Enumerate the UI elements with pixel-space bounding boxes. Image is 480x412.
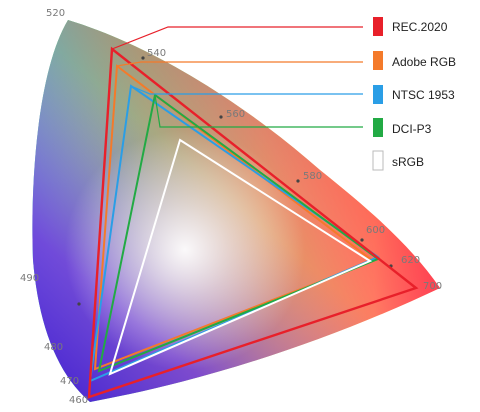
wavelength-labels: 520 540 560 580 600 620 700 490 480 470 … [20,8,442,406]
wl-label-520: 520 [46,8,65,19]
ntsc-1953-triangle [88,84,381,383]
legend-item-dci-p3: DCI-P3 [373,118,432,137]
wl-label-540: 540 [147,48,166,59]
wl-label-700: 700 [423,281,442,292]
wl-label-620: 620 [401,255,420,266]
gamut-triangles [87,46,419,399]
adobe-rgb-triangle [93,64,376,371]
dci-p3-leader-line [154,94,363,128]
wl-label-460: 460 [69,395,88,406]
legend-label-rec2020: REC.2020 [392,20,448,34]
legend-item-srgb: sRGB [372,150,424,171]
legend-label-adobe-rgb: Adobe RGB [392,55,456,69]
legend-item-rec2020: REC.2020 [373,17,448,36]
legend-item-adobe-rgb: Adobe RGB [373,51,456,70]
wavelength-ticks [77,56,393,306]
rec2020-leader-line [111,26,363,50]
wl-label-490: 490 [20,273,39,284]
wl-label-600: 600 [366,225,385,236]
ntsc-1953-swatch [373,85,383,104]
ntsc-1953-leader-line [130,85,363,95]
legend-item-ntsc-1953: NTSC 1953 [373,85,455,104]
wl-label-470: 470 [60,376,79,387]
legend-label-ntsc-1953: NTSC 1953 [392,88,455,102]
wl-label-560: 560 [226,109,245,120]
rec2020-triangle [87,46,419,399]
srgb-swatch [372,150,384,171]
legend-label-srgb: sRGB [392,155,424,169]
rec2020-swatch [373,17,383,36]
legend-leaders [111,26,363,128]
adobe-rgb-leader-line [116,61,363,67]
srgb-triangle [108,138,373,376]
dci-p3-triangle [97,93,381,373]
legend-label-dci-p3: DCI-P3 [392,122,432,136]
dci-p3-swatch [373,118,383,137]
wl-label-580: 580 [303,171,322,182]
legend: REC.2020 Adobe RGB NTSC 1953 DCI-P3 sRGB [372,17,456,171]
wl-label-480: 480 [44,342,63,353]
adobe-rgb-swatch [373,51,383,70]
